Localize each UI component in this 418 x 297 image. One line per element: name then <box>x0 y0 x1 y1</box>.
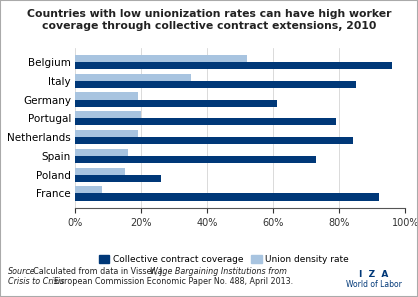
Bar <box>75 186 102 193</box>
Text: Source: Source <box>8 267 36 276</box>
Bar <box>75 168 125 175</box>
Bar <box>75 130 138 137</box>
Bar <box>75 81 356 88</box>
Bar <box>75 175 161 182</box>
Bar <box>75 137 353 144</box>
Text: Countries with low unionization rates can have high worker
coverage through coll: Countries with low unionization rates ca… <box>27 9 391 31</box>
Legend: Collective contract coverage, Union density rate: Collective contract coverage, Union dens… <box>95 251 353 268</box>
Text: World of Labor: World of Labor <box>346 280 402 289</box>
Text: I  Z  A: I Z A <box>359 270 389 279</box>
Text: Crisis to Crisis: Crisis to Crisis <box>8 277 65 286</box>
Text: : Calculated from data in Visser, J.: : Calculated from data in Visser, J. <box>28 267 168 276</box>
Bar <box>75 55 247 62</box>
Bar <box>75 118 336 125</box>
Bar <box>75 99 277 107</box>
Bar <box>75 74 191 81</box>
Bar <box>75 62 392 69</box>
Text: Wage Bargaining Institutions from: Wage Bargaining Institutions from <box>150 267 286 276</box>
Bar <box>75 149 128 156</box>
Text: . European Commission Economic Paper No. 488, April 2013.: . European Commission Economic Paper No.… <box>49 277 293 286</box>
Bar <box>75 193 379 200</box>
Bar <box>75 156 316 163</box>
Bar <box>75 111 141 118</box>
Bar <box>75 92 138 99</box>
